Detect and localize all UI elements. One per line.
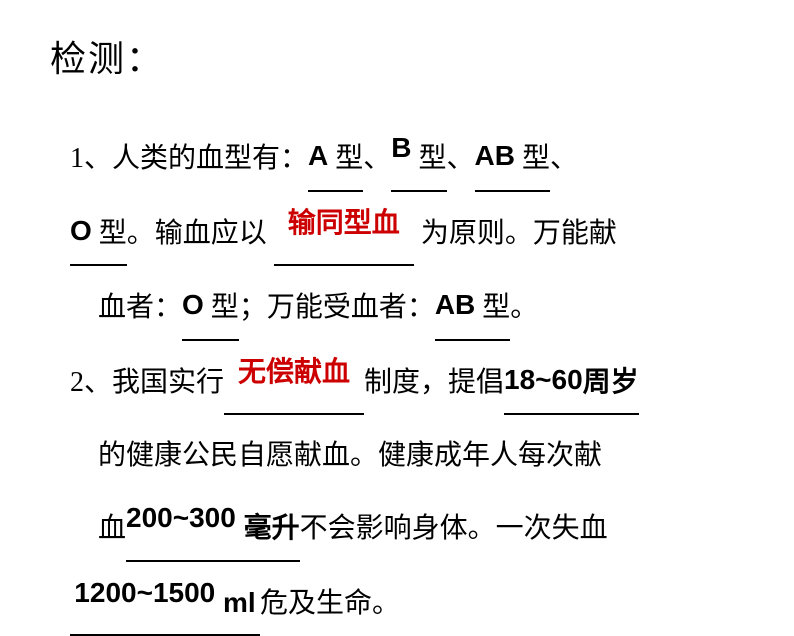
suffix-age: 周岁 [583, 366, 639, 397]
question-2-line-1: 2、我国实行无偿献血制度，提倡18~60周岁 [70, 351, 744, 416]
answer-a: A [308, 140, 328, 171]
answer-fatal: 1200~1500 [74, 577, 215, 608]
blank-universal-donor: O 型 [182, 276, 239, 341]
suffix-donor: 型 [204, 292, 239, 323]
blank-age: 18~60周岁 [504, 351, 639, 416]
question-2-line-4: 1200~1500 ml危及生命。 [70, 572, 744, 636]
q1-mid-3: ；万能受血者： [239, 292, 435, 323]
question-1-line-2: O 型。输血应以 输同型血 为原则。万能献 [70, 202, 744, 267]
blank-principle: 输同型血 [274, 202, 414, 267]
question-1-line-3: 血者：O 型；万能受血者：AB 型。 [70, 276, 744, 341]
blank-universal-recipient: AB 型 [435, 276, 510, 341]
q2-mid-2: 不会影响身体。一次失血 [300, 513, 608, 544]
answer-b: B [391, 132, 411, 163]
q1-mid-2: 为原则。万能献 [421, 218, 617, 249]
page-title: 检测： [50, 30, 744, 82]
q2-line3a: 血 [98, 513, 126, 544]
answer-amount: 200~300 [126, 502, 236, 533]
sep-2: 、 [447, 143, 475, 174]
answer-donor: O [182, 289, 204, 320]
suffix-type-3: 型 [515, 143, 550, 174]
sep-1: 、 [363, 143, 391, 174]
sep-3: 、 [550, 143, 578, 174]
blank-fatal: 1200~1500 ml [70, 572, 260, 636]
answer-system: 无偿献血 [238, 356, 350, 387]
q2-line2: 的健康公民自愿献血。健康成年人每次献 [98, 440, 602, 471]
answer-age: 18~60 [504, 364, 583, 395]
suffix-type-2: 型 [412, 143, 447, 174]
q2-end: 危及生命。 [260, 588, 400, 619]
blank-blood-type-b: B 型 [391, 127, 446, 192]
suffix-amount: 毫升 [236, 512, 300, 543]
q2-prefix: 2、我国实行 [70, 367, 224, 398]
content-area: 1、人类的血型有：A 型、B 型、AB 型、 O 型。输血应以 输同型血 为原则… [50, 127, 744, 636]
q1-mid-1: 。输血应以 [127, 218, 267, 249]
answer-o: O [70, 215, 92, 246]
answer-ab: AB [475, 140, 515, 171]
suffix-recipient: 型 [475, 292, 510, 323]
q2-mid-1: 制度，提倡 [364, 367, 504, 398]
suffix-type-1: 型 [328, 143, 363, 174]
suffix-type-4: 型 [92, 218, 127, 249]
question-2-line-3: 血200~300 毫升不会影响身体。一次失血 [70, 497, 744, 562]
question-2-line-2: 的健康公民自愿献血。健康成年人每次献 [70, 425, 744, 487]
blank-blood-type-a: A 型 [308, 127, 363, 192]
question-1-line-1: 1、人类的血型有：A 型、B 型、AB 型、 [70, 127, 744, 192]
blank-amount: 200~300 毫升 [126, 497, 300, 562]
suffix-fatal: ml [215, 587, 255, 618]
blank-blood-type-ab: AB 型 [475, 127, 550, 192]
q1-line3a: 血者： [98, 292, 182, 323]
answer-principle: 输同型血 [288, 207, 400, 238]
blank-blood-type-o: O 型 [70, 202, 127, 267]
blank-system: 无偿献血 [224, 351, 364, 416]
answer-recipient: AB [435, 289, 475, 320]
q1-prefix: 1、人类的血型有： [70, 143, 308, 174]
q1-end: 。 [510, 292, 538, 323]
